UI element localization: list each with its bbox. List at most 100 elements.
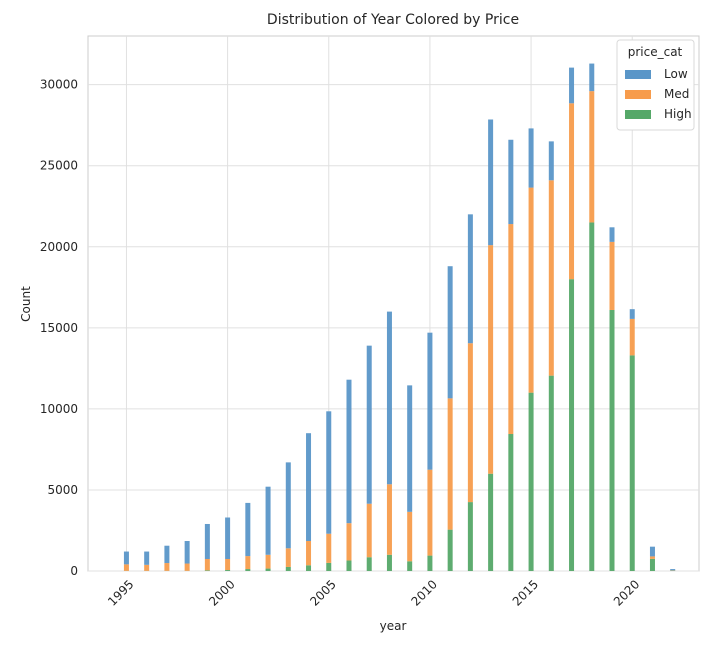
bar-segment-med (286, 548, 291, 567)
bar-segment-low (529, 128, 534, 187)
bar-segment-high (387, 555, 392, 571)
bar-segment-low (630, 309, 635, 319)
bar-segment-med (266, 555, 271, 569)
bar-segment-low (650, 547, 655, 557)
y-tick-label: 25000 (40, 159, 78, 173)
legend-swatch-low (625, 70, 651, 79)
bar-segment-med (650, 556, 655, 558)
bar-segment-low (326, 411, 331, 533)
bar-segment-med (387, 484, 392, 555)
bar-segment-low (144, 552, 149, 565)
bar-segment-low (286, 462, 291, 548)
legend-label-high: High (664, 107, 692, 121)
bar-segment-high (508, 434, 513, 571)
bar-segment-high (488, 474, 493, 571)
legend-swatch-med (625, 90, 651, 99)
bar-segment-high (306, 565, 311, 571)
bar-segment-low (266, 487, 271, 555)
y-tick-label: 20000 (40, 240, 78, 254)
bar-segment-med (367, 504, 372, 558)
y-tick-label: 10000 (40, 402, 78, 416)
bar-segment-med (549, 180, 554, 375)
legend-title: price_cat (628, 45, 683, 59)
bar-segment-high (630, 355, 635, 571)
bar-segment-low (225, 518, 230, 560)
bar-segment-med (124, 564, 129, 570)
y-tick-label: 30000 (40, 78, 78, 92)
bar-segment-high (367, 557, 372, 571)
legend: price_cat Low Med High (617, 40, 694, 130)
bar-segment-low (346, 380, 351, 523)
bar-segment-low (589, 64, 594, 92)
bar-segment-low (468, 214, 473, 343)
x-tick-label: 2010 (409, 577, 440, 608)
bar-segment-low (427, 333, 432, 470)
bar-segment-med (407, 512, 412, 561)
bar-segment-high (448, 530, 453, 571)
legend-label-low: Low (664, 67, 688, 81)
bar-segment-low (387, 312, 392, 485)
bar-segment-low (124, 552, 129, 565)
bar-segment-low (205, 524, 210, 559)
legend-swatch-high (625, 110, 651, 119)
bar-segment-med (448, 398, 453, 529)
bar-segment-high (589, 222, 594, 571)
bar-segment-high (225, 570, 230, 571)
bar-segment-low (488, 119, 493, 245)
plot-area (88, 36, 699, 571)
bar-segment-high (468, 502, 473, 571)
bar-segment-med (468, 343, 473, 502)
x-tick-label: 2005 (307, 577, 338, 608)
bar-segment-med (569, 103, 574, 279)
x-axis-label: year (380, 619, 407, 633)
y-tick-label: 0 (70, 564, 78, 578)
bar-segment-low (549, 141, 554, 180)
bar-segment-low (367, 346, 372, 504)
bar-segment-high (610, 310, 615, 571)
bar-segment-med (589, 91, 594, 222)
bar-segment-low (569, 68, 574, 104)
bar-segment-low (448, 266, 453, 398)
y-axis-label: Count (19, 286, 33, 322)
bar-segment-low (508, 140, 513, 224)
x-tick-label: 2020 (611, 577, 642, 608)
bar-segment-med (185, 564, 190, 571)
bar-segment-high (245, 569, 250, 571)
bar-segment-high (407, 561, 412, 571)
bar-segment-low (407, 385, 412, 511)
bar-segment-high (529, 393, 534, 571)
bar-segment-med (326, 534, 331, 563)
legend-label-med: Med (664, 87, 689, 101)
bar-segment-med (427, 470, 432, 556)
bar-segment-med (508, 224, 513, 434)
bar-segment-med (529, 188, 534, 393)
bar-segment-low (185, 541, 190, 564)
x-tick-label: 2000 (206, 577, 237, 608)
bar-segment-med (245, 556, 250, 569)
y-tick-label: 15000 (40, 321, 78, 335)
bar-segment-high (266, 569, 271, 571)
bar-segment-med (630, 319, 635, 355)
bar-segment-low (610, 227, 615, 242)
x-tick-label: 2015 (510, 577, 541, 608)
bar-segment-high (205, 570, 210, 571)
bar-segment-med (225, 559, 230, 570)
bar-segment-med (488, 245, 493, 474)
bar-segment-high (346, 560, 351, 571)
bar-segment-med (164, 563, 169, 571)
x-tick-label: 1995 (105, 577, 136, 608)
bar-segment-low (245, 503, 250, 556)
bar-segment-low (164, 546, 169, 563)
bar-segment-med (306, 541, 311, 565)
bar-segment-med (346, 523, 351, 560)
bar-segment-med (144, 565, 149, 571)
chart-title: Distribution of Year Colored by Price (267, 12, 519, 28)
bar-segment-med (205, 559, 210, 570)
bar-segment-low (670, 569, 675, 570)
bar-segment-high (286, 567, 291, 571)
bar-segment-high (569, 279, 574, 571)
y-tick-label: 5000 (47, 483, 78, 497)
bar-segment-low (306, 433, 311, 541)
